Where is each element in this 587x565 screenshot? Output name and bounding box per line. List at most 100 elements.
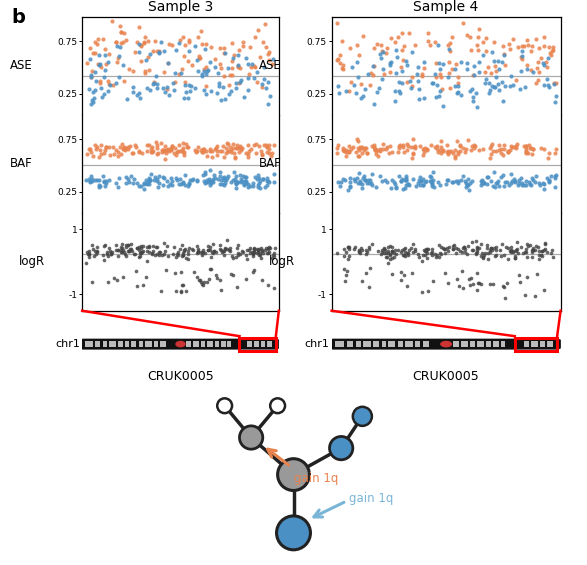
Point bbox=[485, 144, 495, 153]
Point bbox=[424, 28, 433, 37]
Bar bbox=[254, 341, 259, 347]
Point bbox=[129, 178, 138, 187]
Point bbox=[222, 176, 231, 185]
Point bbox=[399, 55, 408, 64]
Point bbox=[468, 93, 478, 102]
Point bbox=[438, 146, 448, 155]
Point bbox=[213, 88, 222, 97]
Point bbox=[202, 89, 211, 98]
Point bbox=[177, 69, 186, 78]
Point bbox=[203, 246, 212, 255]
Point bbox=[190, 145, 200, 154]
Point bbox=[266, 92, 275, 101]
Point bbox=[394, 142, 404, 151]
Point bbox=[353, 41, 362, 50]
Point bbox=[364, 178, 373, 187]
Point bbox=[208, 176, 217, 185]
Point bbox=[422, 254, 431, 263]
Point bbox=[127, 240, 136, 249]
Point bbox=[407, 73, 417, 82]
Point bbox=[94, 34, 103, 44]
Point bbox=[109, 273, 119, 282]
Point bbox=[158, 181, 167, 190]
FancyBboxPatch shape bbox=[329, 339, 561, 349]
Point bbox=[517, 52, 527, 61]
Point bbox=[370, 145, 379, 154]
Point bbox=[540, 245, 549, 254]
Point bbox=[385, 250, 394, 259]
Point bbox=[220, 180, 229, 189]
Point bbox=[360, 175, 369, 184]
Point bbox=[269, 284, 279, 293]
Point bbox=[174, 146, 183, 155]
Point bbox=[496, 145, 505, 154]
Bar bbox=[515, 337, 557, 351]
Point bbox=[244, 153, 253, 162]
Point bbox=[142, 179, 151, 188]
Point bbox=[146, 176, 155, 185]
Point bbox=[136, 57, 146, 66]
Point bbox=[154, 179, 163, 188]
Point bbox=[252, 175, 262, 184]
Point bbox=[387, 242, 396, 251]
Point bbox=[476, 280, 485, 289]
Point bbox=[186, 81, 195, 90]
Point bbox=[102, 59, 111, 68]
Point bbox=[376, 54, 386, 63]
Point bbox=[197, 147, 206, 157]
Point bbox=[194, 143, 203, 152]
Point bbox=[342, 151, 351, 160]
Point bbox=[202, 152, 211, 161]
Point bbox=[119, 145, 128, 154]
Point bbox=[263, 143, 272, 152]
Point bbox=[468, 142, 477, 151]
Point bbox=[234, 147, 244, 157]
Point bbox=[479, 253, 488, 262]
Point bbox=[249, 62, 258, 71]
Point bbox=[85, 246, 94, 255]
Point bbox=[235, 141, 245, 150]
Point bbox=[203, 67, 212, 76]
Point bbox=[253, 77, 262, 86]
Point bbox=[222, 148, 231, 157]
Point bbox=[433, 177, 442, 186]
Point bbox=[473, 46, 483, 55]
Point bbox=[150, 250, 160, 259]
Point bbox=[164, 90, 174, 99]
Point bbox=[444, 40, 453, 49]
Point bbox=[492, 179, 501, 188]
Point bbox=[430, 142, 440, 151]
Point bbox=[198, 171, 208, 180]
Point bbox=[472, 285, 481, 294]
Point bbox=[441, 179, 451, 188]
Point bbox=[510, 253, 519, 262]
Point bbox=[448, 177, 458, 186]
Point bbox=[379, 65, 388, 74]
Point bbox=[454, 281, 463, 290]
Point bbox=[158, 83, 168, 92]
Point bbox=[241, 176, 250, 185]
Point bbox=[259, 75, 268, 84]
Point bbox=[179, 246, 188, 255]
Point bbox=[95, 180, 104, 189]
Point bbox=[472, 246, 481, 255]
Point bbox=[129, 88, 138, 97]
Bar bbox=[423, 341, 429, 347]
Point bbox=[200, 168, 210, 177]
Point bbox=[514, 271, 524, 280]
Point bbox=[491, 242, 501, 251]
Point bbox=[145, 247, 154, 257]
Point bbox=[541, 58, 551, 67]
Point bbox=[232, 144, 241, 153]
Point bbox=[188, 175, 197, 184]
Point bbox=[99, 89, 109, 98]
Point bbox=[116, 38, 126, 47]
Point bbox=[234, 51, 243, 60]
Point bbox=[539, 246, 549, 255]
Point bbox=[488, 181, 498, 190]
Text: CRUK0005: CRUK0005 bbox=[147, 370, 214, 383]
Point bbox=[367, 170, 377, 179]
Point bbox=[512, 75, 521, 84]
Point bbox=[539, 286, 549, 295]
Point bbox=[446, 47, 455, 56]
